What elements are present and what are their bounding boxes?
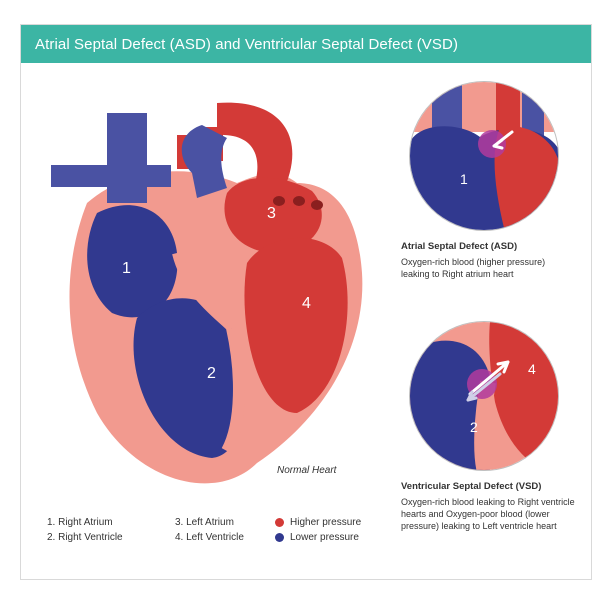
inset-vsd-title: Ventricular Septal Defect (VSD)	[401, 481, 575, 494]
dot-higher-icon	[275, 518, 284, 527]
heart-diagram: 1 2 3 4	[27, 73, 387, 493]
color-legend-lower: Lower pressure	[275, 530, 361, 545]
pv-hole2	[293, 196, 305, 206]
inset-vsd-num-2: 2	[470, 419, 478, 435]
legend-4: 4. Left Ventricle	[175, 530, 271, 545]
inset-vsd-caption: Ventricular Septal Defect (VSD) Oxygen-r…	[395, 481, 575, 532]
right-atrium	[87, 205, 177, 317]
inset-vsd-circle: B 4 2	[409, 321, 559, 471]
chamber-number-3: 3	[267, 205, 276, 222]
inset-asd-caption: Atrial Septal Defect (ASD) Oxygen-rich b…	[395, 241, 575, 280]
main-heart-area: 1 2 3 4	[27, 73, 387, 493]
normal-heart-label: Normal Heart	[277, 465, 336, 476]
legend-1: 1. Right Atrium	[47, 515, 143, 530]
color-legend-higher: Higher pressure	[275, 515, 361, 530]
inset-vsd-svg: 4 2	[410, 322, 559, 471]
title-text: Atrial Septal Defect (ASD) and Ventricul…	[35, 36, 458, 53]
asd-defect-glow	[478, 130, 506, 158]
inset-asd-title: Atrial Septal Defect (ASD)	[401, 241, 575, 254]
legend-2: 2. Right Ventricle	[47, 530, 143, 545]
legend-3: 3. Left Atrium	[175, 515, 271, 530]
color-legend-lower-label: Lower pressure	[290, 530, 359, 545]
inset-vsd: B 4 2 Ventricular Septal Defect (VSD) Ox…	[395, 321, 575, 532]
inset-asd: A 1 Atrial Septal Defect (ASD) Oxygen-ri…	[395, 81, 575, 280]
inset-vsd-desc: Oxygen-rich blood leaking to Right ventr…	[401, 496, 575, 532]
inset-vsd-num-4: 4	[528, 361, 536, 377]
vessel-branch	[51, 165, 171, 187]
title-bar: Atrial Septal Defect (ASD) and Ventricul…	[21, 25, 591, 63]
vessel-svc	[107, 113, 147, 203]
dot-lower-icon	[275, 533, 284, 542]
chamber-legend: 1. Right Atrium 2. Right Ventricle 3. Le…	[47, 515, 271, 545]
inset-asd-circle: A 1	[409, 81, 559, 231]
diagram-frame: Atrial Septal Defect (ASD) and Ventricul…	[20, 24, 592, 580]
chamber-number-4: 4	[302, 295, 311, 312]
inset-asd-num: 1	[460, 171, 468, 187]
color-legend-higher-label: Higher pressure	[290, 515, 361, 530]
inset-asd-svg: 1	[410, 82, 559, 231]
inset-asd-desc: Oxygen-rich blood (higher pressure) leak…	[401, 256, 575, 280]
chamber-number-2: 2	[207, 365, 216, 382]
chamber-number-1: 1	[122, 260, 131, 277]
pv-hole3	[311, 200, 323, 210]
color-legend: Higher pressure Lower pressure	[275, 515, 361, 545]
